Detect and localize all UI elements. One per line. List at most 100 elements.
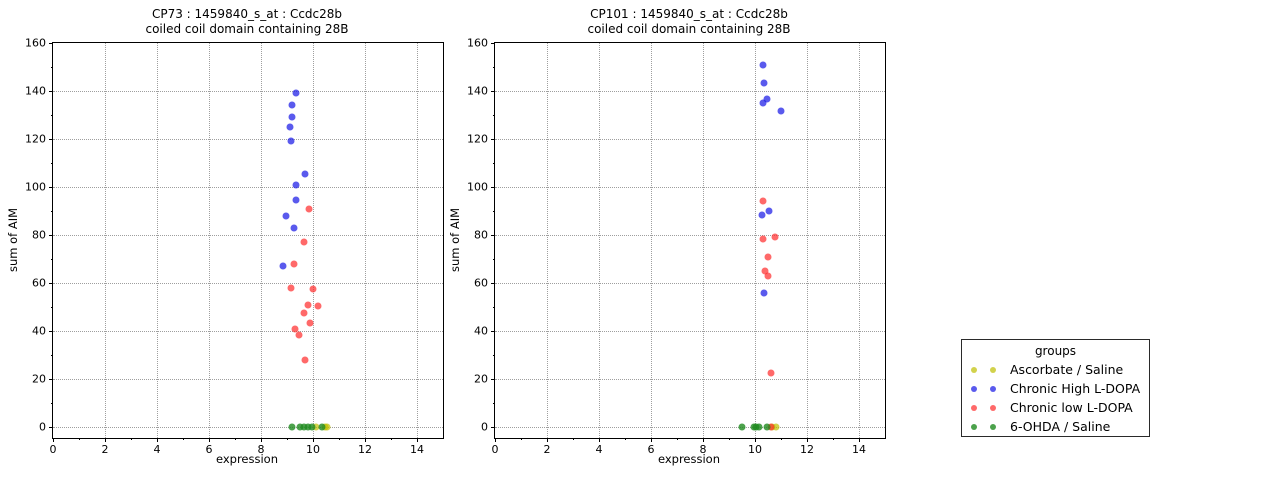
gridline — [53, 187, 443, 189]
data-point — [308, 423, 316, 431]
data-point — [300, 423, 308, 431]
x-tick-label: 8 — [699, 443, 707, 456]
gridline — [53, 331, 443, 333]
data-point — [288, 113, 296, 121]
x-tick-label: 12 — [800, 443, 814, 456]
legend-label: Chronic low L-DOPA — [1010, 400, 1133, 415]
data-point — [759, 99, 767, 107]
data-point — [305, 205, 313, 213]
x-minor-tick — [677, 438, 678, 440]
x-tick-label: 12 — [358, 443, 372, 456]
data-point — [763, 95, 771, 103]
gridline — [495, 235, 885, 237]
x-minor-tick — [235, 438, 236, 440]
data-point — [759, 61, 767, 69]
data-point — [290, 260, 297, 268]
y-tick-label: 0 — [481, 420, 488, 434]
y-tick-label: 80 — [32, 228, 46, 242]
x-tick-label: 14 — [410, 443, 424, 456]
y-minor-tick — [51, 259, 53, 261]
y-minor-tick — [51, 307, 53, 309]
x-minor-tick — [287, 438, 288, 440]
x-tick — [417, 438, 418, 442]
y-minor-tick — [51, 67, 53, 68]
data-point — [763, 423, 771, 431]
y-tick-label: 140 — [25, 84, 46, 98]
data-point — [292, 196, 300, 204]
y-tick-label: 100 — [25, 180, 46, 194]
y-tick-label: 160 — [25, 36, 46, 50]
data-point — [301, 356, 309, 364]
x-tick — [599, 438, 600, 442]
x-tick-label: 14 — [852, 443, 866, 456]
y-minor-tick — [493, 211, 495, 213]
x-minor-tick — [625, 438, 626, 440]
data-point — [738, 423, 746, 431]
data-point — [314, 302, 322, 310]
gridline — [53, 235, 443, 237]
y-tick — [491, 283, 495, 285]
x-tick — [209, 438, 210, 442]
data-point — [309, 285, 317, 293]
legend-item: Chronic low L-DOPA — [962, 398, 1149, 417]
y-tick — [49, 235, 53, 237]
legend-marker-green-icon — [990, 423, 996, 430]
gridline — [495, 427, 885, 429]
x-tick-label: 0 — [49, 443, 57, 456]
x-tick-label: 6 — [647, 443, 655, 456]
gridline — [703, 43, 704, 438]
data-point — [304, 423, 312, 431]
data-point — [767, 423, 775, 431]
plot-cp101: CP101 : 1459840_s_at : Ccdc28b coiled co… — [442, 0, 902, 480]
legend-item: Chronic High L-DOPA — [962, 379, 1149, 398]
y-tick — [49, 283, 53, 285]
legend-item: Ascorbate / Saline — [962, 360, 1149, 379]
gridline — [807, 43, 808, 438]
gridline — [313, 43, 314, 438]
legend-rows: Ascorbate / Saline Chronic High L-DOPA Chr… — [962, 360, 1149, 436]
data-point — [300, 238, 308, 246]
plot-title-line1: CP73 : 1459840_s_at : Ccdc28b — [151, 7, 343, 21]
gridline — [651, 43, 652, 438]
x-tick-label: 6 — [205, 443, 213, 456]
gridline — [209, 43, 210, 438]
y-tick-label: 20 — [32, 372, 46, 386]
plot-area: 0 2 4 6 8 10 12 14 0 20 40 60 80 100 120 140 160 — [467, 37, 886, 456]
data-point — [764, 253, 772, 261]
data-point — [760, 289, 768, 297]
y-tick — [49, 187, 53, 189]
data-point — [312, 423, 320, 431]
data-point — [288, 423, 296, 431]
legend-marker-red-icon — [971, 404, 977, 411]
x-tick — [157, 438, 158, 442]
plot-title: CP73 : 1459840_s_at : Ccdc28b coiled coi… — [52, 7, 442, 37]
gridline — [53, 139, 443, 141]
y-tick-label: 80 — [474, 228, 488, 242]
x-tick — [703, 438, 704, 442]
x-minor-tick — [131, 438, 132, 440]
data-point — [279, 262, 287, 270]
x-axis-label: expression — [215, 452, 279, 466]
x-tick-label: 10 — [306, 443, 320, 456]
gridline — [53, 283, 443, 285]
data-point — [282, 212, 290, 220]
y-tick — [491, 427, 495, 429]
y-tick-label: 40 — [474, 324, 488, 338]
data-point — [306, 319, 314, 327]
legend-marker-green-icon — [971, 423, 977, 430]
y-minor-tick — [51, 115, 53, 117]
y-tick-label: 120 — [25, 132, 46, 146]
y-tick-label: 140 — [467, 84, 488, 98]
y-minor-tick — [51, 163, 53, 165]
gridline — [495, 331, 885, 333]
x-axis-label: expression — [657, 452, 721, 466]
x-tick-label: 2 — [543, 443, 551, 456]
gridline — [53, 427, 443, 429]
y-axis-label: sum of AIM — [6, 207, 20, 273]
y-tick-label: 40 — [32, 324, 46, 338]
y-minor-tick — [51, 211, 53, 213]
legend-marker-yellow-icon — [990, 366, 996, 373]
gridline — [599, 43, 600, 438]
y-minor-tick — [493, 67, 495, 68]
y-tick-label: 0 — [39, 420, 46, 434]
